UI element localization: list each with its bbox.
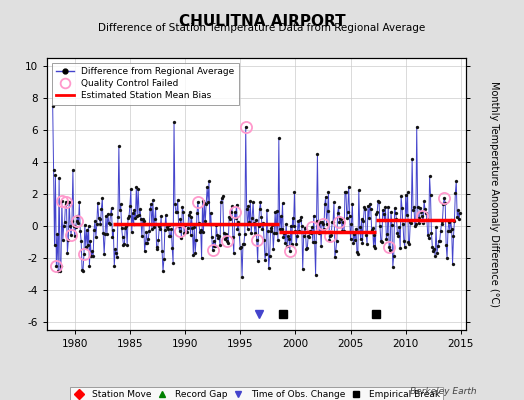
Text: CHULITNA AIRPORT: CHULITNA AIRPORT [179,14,345,29]
Legend: Station Move, Record Gap, Time of Obs. Change, Empirical Break: Station Move, Record Gap, Time of Obs. C… [70,387,443,400]
Text: Difference of Station Temperature Data from Regional Average: Difference of Station Temperature Data f… [99,23,425,33]
Y-axis label: Monthly Temperature Anomaly Difference (°C): Monthly Temperature Anomaly Difference (… [489,81,499,307]
Text: Berkeley Earth: Berkeley Earth [410,387,477,396]
